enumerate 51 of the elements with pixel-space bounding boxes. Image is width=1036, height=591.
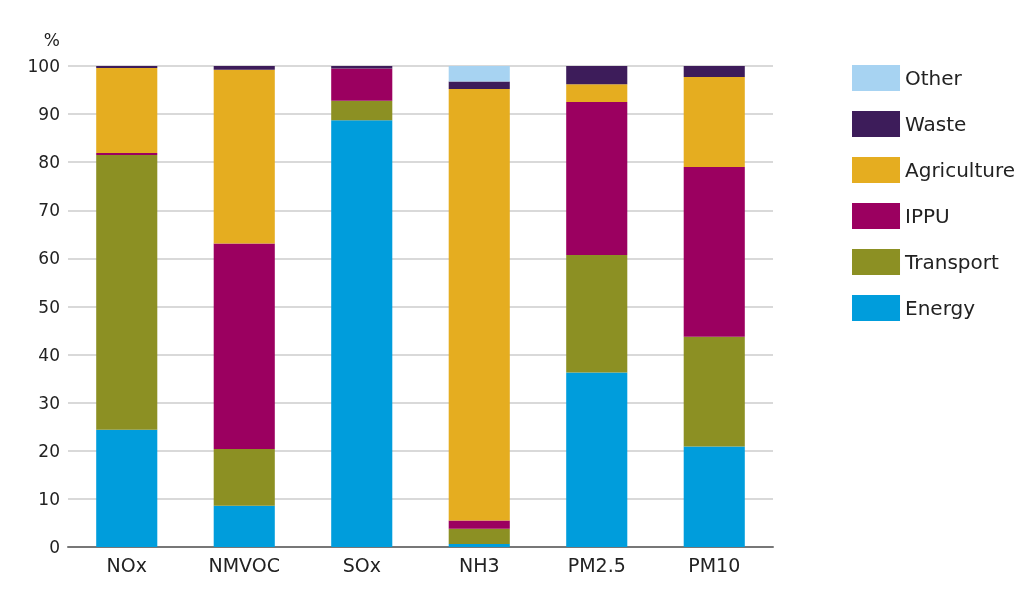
bar [683, 446, 745, 547]
y-tick-label: 0 [49, 537, 60, 557]
x-tick-label: PM2.5 [567, 553, 626, 576]
legend-label: Agriculture [905, 158, 1016, 182]
bar [683, 167, 745, 337]
bar [683, 66, 745, 78]
bar [448, 528, 510, 545]
legend-label: Transport [904, 250, 1000, 274]
legend-label: Energy [905, 296, 976, 320]
bar [213, 69, 275, 244]
bar [96, 154, 158, 430]
y-tick-label: 70 [38, 200, 60, 221]
x-tick-label: SOx [342, 553, 381, 576]
bar [331, 100, 393, 121]
bar [566, 66, 628, 85]
y-tick-label: 60 [38, 248, 60, 269]
y-axis-title: % [43, 29, 60, 50]
y-tick-label: 100 [27, 56, 60, 76]
bar [566, 102, 628, 256]
y-tick-label: 20 [38, 440, 60, 461]
legend-label: Waste [905, 112, 967, 136]
bar [96, 67, 158, 154]
x-tick-label: NMVOC [208, 553, 280, 576]
x-tick-label: PM10 [688, 553, 741, 576]
bar [448, 66, 510, 82]
y-tick-label: 90 [38, 104, 60, 125]
bar [331, 68, 393, 101]
legend-label: Other [905, 66, 963, 90]
bar [566, 372, 628, 547]
bar [448, 89, 510, 521]
bar [566, 255, 628, 373]
bar [448, 81, 510, 90]
y-tick-label: 30 [38, 392, 60, 413]
bar [331, 120, 393, 547]
bar [448, 520, 510, 529]
bar [566, 84, 628, 103]
x-tick-label: NH3 [458, 553, 500, 576]
bar [213, 243, 275, 449]
y-tick-label: 50 [38, 296, 60, 317]
y-tick-label: 80 [38, 152, 60, 173]
bar [213, 66, 275, 70]
legend-label: IPPU [905, 204, 950, 228]
x-tick-label: NOx [106, 553, 147, 576]
bar [683, 77, 745, 168]
bar [96, 429, 158, 547]
bar [213, 505, 275, 547]
bar [448, 544, 510, 547]
y-tick-label: 10 [38, 488, 60, 509]
bar [213, 448, 275, 506]
bar [683, 336, 745, 447]
y-tick-label: 40 [38, 344, 60, 365]
